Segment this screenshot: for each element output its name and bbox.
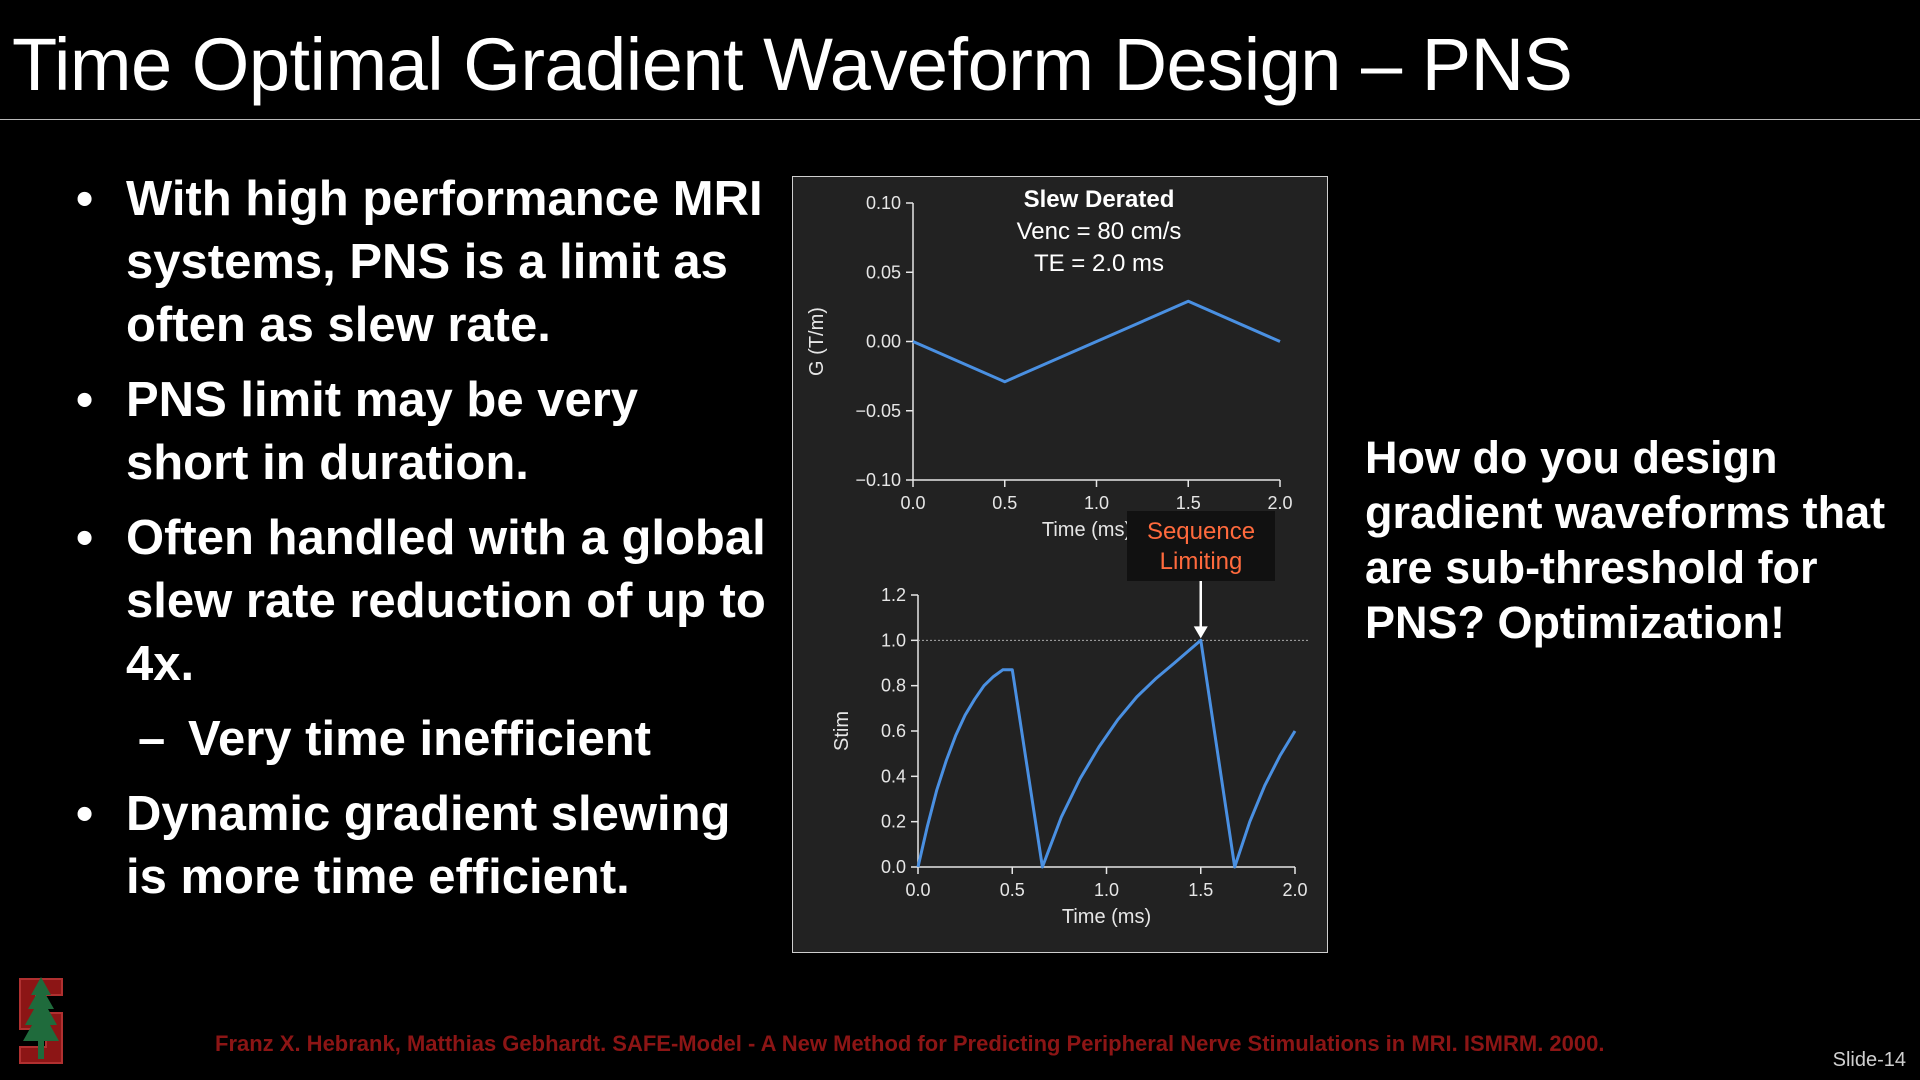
bullet-item: With high performance MRI systems, PNS i… [76,168,766,357]
y-axis-label: G (T/m) [806,307,828,376]
stanford-tree-logo-icon [10,973,72,1074]
x-axis-label: Time (ms) [1062,906,1151,928]
annotation-arrowhead [1193,626,1208,639]
y-tick-label: 0.4 [881,766,906,786]
chart-title-line: TE = 2.0 ms [1034,250,1164,277]
y-tick-label: 0.10 [866,193,901,213]
chart-title-line: Venc = 80 cm/s [1017,218,1182,245]
y-tick-label: 0.00 [866,332,901,352]
title-divider [0,119,1920,120]
y-tick-label: 0.0 [881,857,906,877]
bullet-item: PNS limit may be very short in duration. [76,369,766,495]
annotation-label: Limiting [1160,548,1243,575]
x-tick-label: 0.5 [1000,880,1025,900]
waveform-charts: 0.10 0.05 0.00 −0.05 −0.10 0.0 0.5 1.0 1.5 2.0 Tim… [806,186,1309,928]
series-line [916,638,1297,869]
annotation-box [1127,511,1275,581]
question-text: How do you design gradient waveforms tha… [1365,432,1886,648]
x-tick-label: 2.0 [1282,880,1307,900]
x-axis-label: Time (ms) [1042,519,1131,541]
y-tick-label: 0.2 [881,812,906,832]
y-tick-label: 0.05 [866,262,901,282]
sub-bullet-item: Very time inefficient [76,708,766,771]
y-tick-label: 0.8 [881,676,906,696]
y-tick-label: 1.0 [881,630,906,650]
series-line [912,299,1281,384]
chart-title-line: Slew Derated [1024,186,1175,213]
waveform-figure: 0.10 0.05 0.00 −0.05 −0.10 0.0 0.5 1.0 1.5 2.0 Tim… [792,176,1328,953]
x-tick-label: 1.0 [1084,493,1109,513]
y-tick-label: 1.2 [881,585,906,605]
slide-number: Slide-14 [1832,1049,1906,1071]
x-tick-label: 1.5 [1188,880,1213,900]
slide-title: Time Optimal Gradient Waveform Design – … [12,23,1573,106]
y-axis-label: Stim [831,711,853,751]
x-tick-label: 0.0 [905,880,930,900]
x-tick-label: 1.0 [1094,880,1119,900]
annotation-label: Sequence [1147,518,1255,545]
x-tick-label: 2.0 [1267,493,1292,513]
x-tick-label: 0.5 [992,493,1017,513]
y-tick-label: 0.6 [881,721,906,741]
y-tick-label: −0.05 [855,401,901,421]
y-tick-label: −0.10 [855,470,901,490]
bullet-list: With high performance MRI systems, PNS i… [76,168,766,921]
x-tick-label: 0.0 [900,493,925,513]
citation: Franz X. Hebrank, Matthias Gebhardt. SAF… [215,1031,1605,1056]
x-tick-label: 1.5 [1176,493,1201,513]
bullet-item: Often handled with a global slew rate re… [76,507,766,696]
bullet-item: Dynamic gradient slewing is more time ef… [76,783,766,909]
